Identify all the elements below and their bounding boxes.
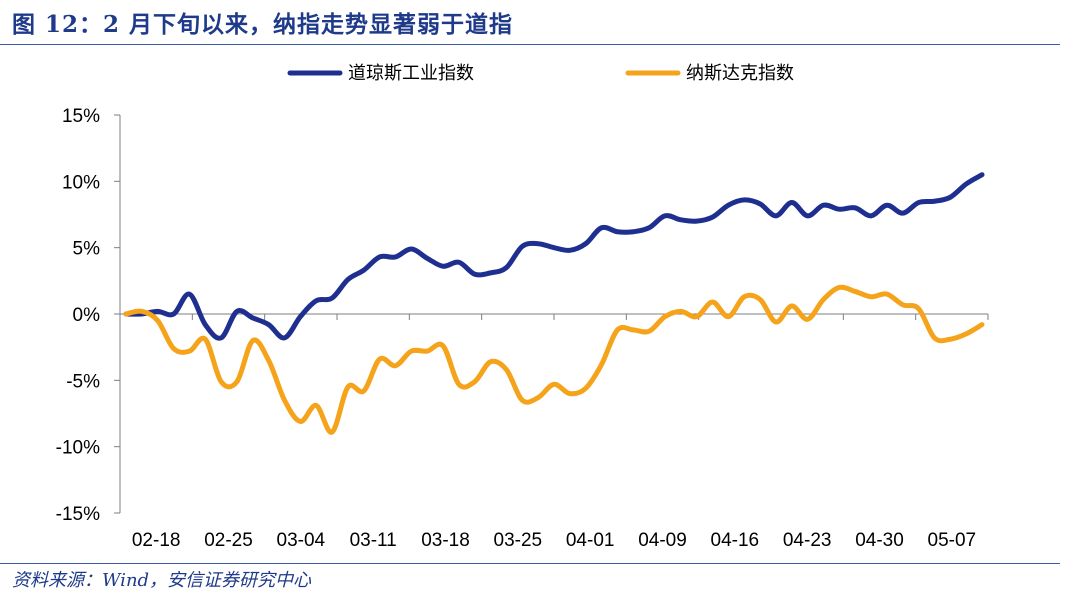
legend-label-1: 纳斯达克指数 [686, 63, 794, 84]
y-axis: 15% 10% 5% 0% -5% -10% -15% [56, 106, 121, 525]
x-tick-label: 04-23 [783, 530, 832, 551]
y-tick-label: 5% [73, 239, 101, 260]
x-tick-label: 04-30 [855, 530, 904, 551]
x-tick-label: 03-04 [277, 530, 326, 551]
y-tick-label: 10% [62, 172, 100, 193]
x-tick-label: 02-25 [204, 530, 253, 551]
x-tick-label: 04-09 [638, 530, 687, 551]
x-tick-label: 03-25 [494, 530, 543, 551]
y-tick-label: -10% [56, 438, 100, 459]
x-tick-label: 02-18 [132, 530, 181, 551]
legend: 道琼斯工业指数 纳斯达克指数 [287, 63, 794, 84]
series-line-1 [123, 284, 985, 435]
footer-rule [0, 563, 1060, 564]
x-axis: 02-18 02-25 03-04 03-11 03-18 03-25 04-01 04-09… [119, 313, 989, 551]
source-note: 资料来源：Wind，安信证券研究中心 [12, 570, 312, 591]
y-tick-label: 0% [73, 305, 101, 326]
line-chart: 道琼斯工业指数 纳斯达克指数 15% 10% 5% 0% -5% -10% -15% 02-1… [56, 63, 989, 551]
series-line-0 [123, 172, 985, 341]
legend-label-0: 道琼斯工业指数 [348, 63, 474, 84]
y-tick-label: -5% [66, 371, 100, 392]
y-tick-label: -15% [56, 504, 100, 525]
series-layer [123, 172, 985, 435]
x-tick-label: 03-11 [350, 530, 397, 551]
y-tick-label: 15% [62, 106, 100, 127]
x-tick-label: 05-07 [928, 530, 977, 551]
x-tick-label: 04-01 [566, 530, 615, 551]
x-tick-label: 03-18 [421, 530, 470, 551]
title-rule [0, 44, 1060, 45]
x-tick-label: 04-16 [711, 530, 760, 551]
chart-title: 图 12：2 月下旬以来，纳指走势显著弱于道指 [12, 11, 514, 38]
